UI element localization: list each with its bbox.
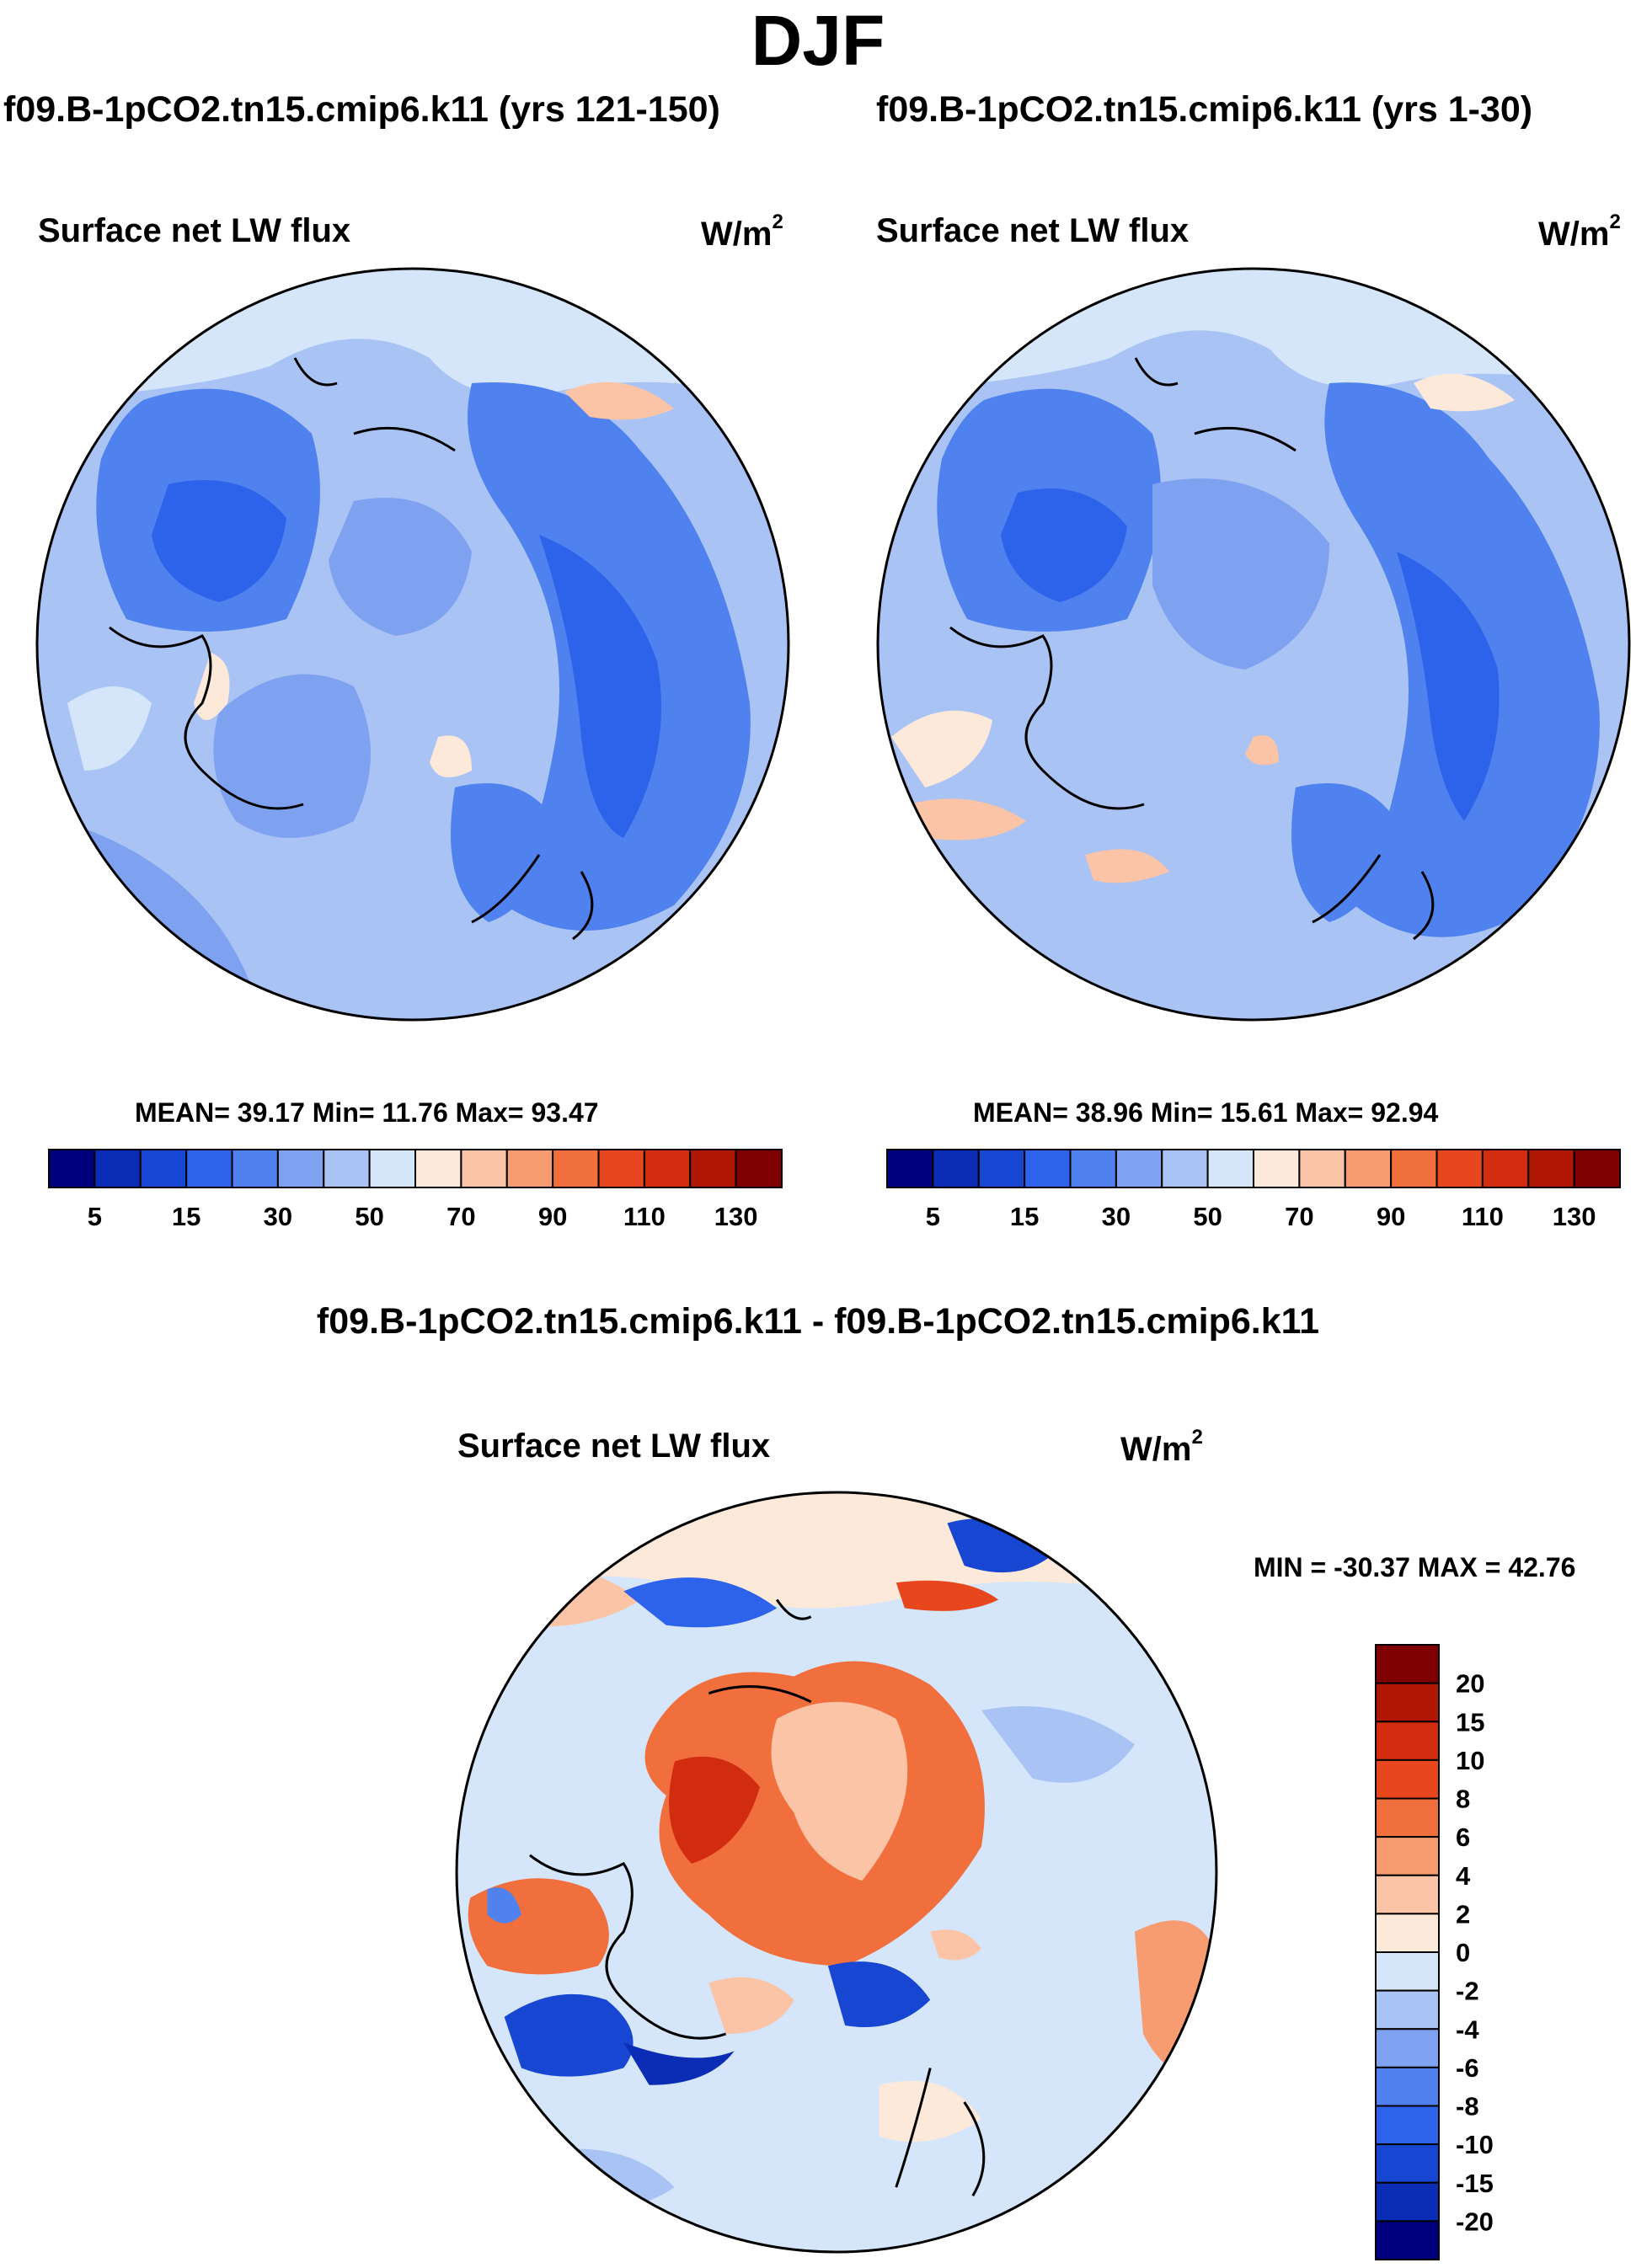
panel2-variable: Surface net LW flux: [876, 212, 1190, 249]
panel3-colorbar-box-2: [1375, 1721, 1440, 1761]
panel2-colorbar-tick-label: 30: [1102, 1202, 1131, 1231]
panel3-colorbar-box-5: [1375, 1836, 1440, 1876]
panel2-colorbar-box-11: [1390, 1149, 1438, 1188]
panel3-colorbar-tick-label: -2: [1456, 1977, 1479, 2006]
panel3-colorbar-box-11: [1375, 2066, 1440, 2107]
panel2-colorbar: 5 15 30 50 70 90 110 130: [886, 1149, 1621, 1231]
panel1-colorbar-tick-label: 90: [538, 1202, 567, 1231]
panel3-colorbar-tick-label: 20: [1456, 1669, 1484, 1699]
panel3-colorbar-box-6: [1375, 1874, 1440, 1915]
panel3-colorbar-box-12: [1375, 2105, 1440, 2146]
panel3-colorbar-tick-label: 0: [1456, 1938, 1470, 1967]
panel3-colorbar-box-4: [1375, 1797, 1440, 1838]
panel2-colorbar-box-15: [1573, 1149, 1621, 1188]
panel1-colorbar-box-11: [552, 1149, 600, 1188]
panel1-case-title: f09.B-1pCO2.tn15.cmip6.k11 (yrs 121-150): [3, 89, 720, 130]
panel2-colorbar-box-2: [977, 1149, 1026, 1188]
panel3-colorbar-tick-label: -4: [1456, 2015, 1479, 2044]
panel1-colorbar-tick-label: 50: [355, 1202, 383, 1231]
panel2-case-title: f09.B-1pCO2.tn15.cmip6.k11 (yrs 1-30): [876, 89, 1533, 130]
panel1-colorbar-tick-label: 5: [88, 1202, 102, 1231]
panel2-colorbar-box-6: [1161, 1149, 1209, 1188]
panel3-colorbar-tick-label: -20: [1456, 2207, 1494, 2236]
panel1-colorbar-box-12: [597, 1149, 645, 1188]
panel2-colorbar-tick-label: 15: [1010, 1202, 1039, 1231]
panel1-colorbar-box-15: [735, 1149, 783, 1188]
panel1-colorbar-tick-label: 30: [264, 1202, 292, 1231]
panel1-colorbar-box-7: [368, 1149, 416, 1188]
panel3-colorbar-tick-label: -8: [1456, 2092, 1479, 2121]
panel2-colorbar-tick-label: 110: [1462, 1202, 1504, 1231]
panel2-colorbar-tick-label: 70: [1285, 1202, 1313, 1231]
panel1-variable: Surface net LW flux: [38, 212, 351, 249]
panel1-units: W/m2: [701, 211, 783, 253]
panel1-map: [35, 267, 790, 1022]
panel1-colorbar-box-14: [689, 1149, 737, 1188]
panel2-colorbar-box-8: [1253, 1149, 1301, 1188]
panel3-variable: Surface net LW flux: [457, 1428, 771, 1465]
panel3-colorbar-tick-label: 6: [1456, 1822, 1470, 1852]
panel3-colorbar-box-1: [1375, 1682, 1440, 1723]
panel1-colorbar-box-0: [48, 1149, 96, 1188]
panel3-colorbar-box-9: [1375, 1989, 1440, 2031]
panel3-units: W/m2: [1120, 1426, 1203, 1468]
panel1-colorbar-box-4: [231, 1149, 279, 1188]
panel2-colorbar-box-1: [932, 1149, 980, 1188]
panel3-colorbar-box-15: [1375, 2220, 1440, 2260]
panel1-colorbar-tick-label: 110: [623, 1202, 666, 1231]
panel3-colorbar-tick-label: -10: [1456, 2130, 1494, 2159]
panel2-colorbar-box-7: [1206, 1149, 1254, 1188]
panel3-colorbar-box-14: [1375, 2181, 1440, 2223]
panel1-colorbar-box-10: [505, 1149, 554, 1188]
panel3-colorbar-box-13: [1375, 2143, 1440, 2184]
panel2-colorbar-box-0: [886, 1149, 934, 1188]
panel1-colorbar-box-13: [643, 1149, 692, 1188]
panel1-colorbar-box-2: [139, 1149, 188, 1188]
panel2-colorbar-tick-label: 50: [1193, 1202, 1222, 1231]
panel3-colorbar-tick-label: 10: [1456, 1746, 1484, 1775]
panel1-colorbar: 5 15 30 50 70 90 110 130: [48, 1149, 783, 1231]
panel1-colorbar-box-5: [276, 1149, 325, 1188]
panel3-map: [455, 1491, 1218, 2254]
panel3-colorbar-box-8: [1375, 1951, 1440, 1992]
panel1-colorbar-tick-label: 70: [446, 1202, 475, 1231]
panel2-colorbar-tick-label: 5: [926, 1202, 940, 1231]
panel1-stats: MEAN= 39.17 Min= 11.76 Max= 93.47: [135, 1097, 599, 1128]
panel2-colorbar-box-5: [1115, 1149, 1163, 1188]
panel3-colorbar-box-7: [1375, 1913, 1440, 1953]
panel3-colorbar-tick-label: 4: [1456, 1861, 1471, 1891]
panel3-stats: MIN = -30.37 MAX = 42.76: [1254, 1552, 1576, 1582]
panel3-colorbar-tick-label: -6: [1456, 2053, 1479, 2083]
panel2-colorbar-box-10: [1344, 1149, 1393, 1188]
panel2-map: [876, 267, 1631, 1022]
panel1-colorbar-box-8: [414, 1149, 462, 1188]
panel3-colorbar-box-10: [1375, 2028, 1440, 2068]
panel2-colorbar-box-12: [1436, 1149, 1484, 1188]
panel1-colorbar-tick-label: 15: [172, 1202, 200, 1231]
panel1-colorbar-box-6: [323, 1149, 371, 1188]
panel3-colorbar-tick-label: -15: [1456, 2169, 1494, 2198]
panel2-stats: MEAN= 38.96 Min= 15.61 Max= 92.94: [973, 1097, 1439, 1128]
panel3-case-title: f09.B-1pCO2.tn15.cmip6.k11 - f09.B-1pCO2…: [316, 1301, 1320, 1342]
panel3-colorbar-box-0: [1375, 1644, 1440, 1684]
panel2-colorbar-box-4: [1069, 1149, 1117, 1188]
panel3-colorbar-tick-label: 8: [1456, 1785, 1470, 1814]
panel1-colorbar-tick-label: 130: [714, 1202, 758, 1231]
panel2-colorbar-box-9: [1298, 1149, 1346, 1188]
panel2-colorbar-box-3: [1024, 1149, 1072, 1188]
panel2-colorbar-box-13: [1481, 1149, 1530, 1188]
panel1-colorbar-box-3: [185, 1149, 233, 1188]
panel3-colorbar-tick-label: 15: [1456, 1707, 1484, 1737]
panel2-colorbar-tick-label: 90: [1377, 1202, 1405, 1231]
panel3-colorbar-tick-label: 2: [1456, 1899, 1470, 1929]
panel2-units: W/m2: [1538, 211, 1621, 253]
panel2-colorbar-box-14: [1527, 1149, 1575, 1188]
panel1-colorbar-box-1: [94, 1149, 142, 1188]
panel2-colorbar-tick-label: 130: [1553, 1202, 1596, 1231]
figure-title: DJF: [751, 1, 885, 80]
panel1-colorbar-box-9: [460, 1149, 508, 1188]
panel3-colorbar-box-3: [1375, 1758, 1440, 1800]
